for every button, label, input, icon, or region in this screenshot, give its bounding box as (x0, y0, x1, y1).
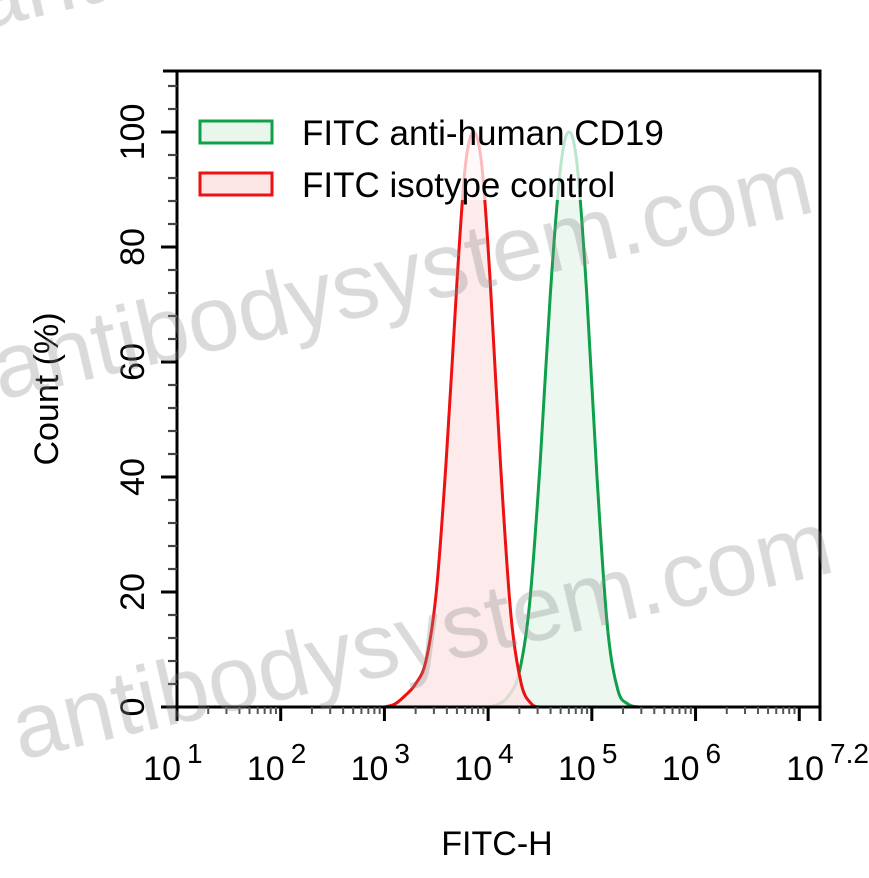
x-tick-exponent: 6 (706, 738, 722, 769)
y-axis-label: Count (%) (28, 312, 66, 465)
legend-background (188, 108, 763, 200)
x-tick-label: 10 3 (351, 738, 410, 788)
y-tick-label: 60 (114, 343, 152, 381)
watermark-text: antibodysystem.com (2, 491, 842, 779)
y-axis: 0 20 40 60 80 100 (114, 84, 177, 717)
x-tick-base: 10 (351, 750, 389, 788)
y-tick-label: 40 (114, 458, 152, 496)
legend-swatch (198, 119, 274, 145)
y-tick-label: 80 (114, 228, 152, 266)
y-tick-label: 20 (114, 573, 152, 611)
legend-label: FITC anti-human CD19 (302, 114, 664, 153)
x-axis-label: FITC-H (441, 825, 552, 863)
x-tick-exponent: 1 (187, 738, 203, 769)
x-tick-exponent: 5 (602, 738, 618, 769)
y-tick-label: 100 (114, 104, 152, 161)
x-tick-base: 10 (662, 750, 700, 788)
x-tick-base: 10 (247, 750, 285, 788)
x-tick-exponent: 4 (498, 738, 514, 769)
x-tick-base: 10 (143, 750, 181, 788)
x-tick-exponent: 2 (291, 738, 307, 769)
legend: FITC anti-human CD19 FITC isotype control (188, 108, 763, 205)
x-tick-label: 10 4 (454, 738, 513, 788)
x-tick-base: 10 (454, 750, 492, 788)
legend-swatch (198, 171, 274, 197)
y-tick-label: 0 (114, 698, 152, 717)
histogram-fill (488, 132, 639, 707)
watermark-text: antibodysystem.com (0, 0, 802, 49)
x-axis: 10 1 10 2 10 3 10 4 10 5 10 6 10 7.2 (143, 707, 869, 788)
x-tick-base: 10 (558, 750, 596, 788)
x-tick-exponent: 7.2 (830, 738, 869, 769)
x-tick-label: 10 7.2 (786, 738, 869, 788)
x-tick-exponent: 3 (394, 738, 410, 769)
x-tick-label: 10 1 (143, 738, 202, 788)
histogram-fill (384, 132, 540, 707)
legend-label: FITC isotype control (302, 166, 615, 205)
x-tick-label: 10 6 (662, 738, 721, 788)
x-tick-base: 10 (786, 750, 824, 788)
plot-border (175, 69, 822, 709)
plot-frame (163, 69, 822, 709)
x-tick-label: 10 5 (558, 738, 617, 788)
x-tick-label: 10 2 (247, 738, 306, 788)
